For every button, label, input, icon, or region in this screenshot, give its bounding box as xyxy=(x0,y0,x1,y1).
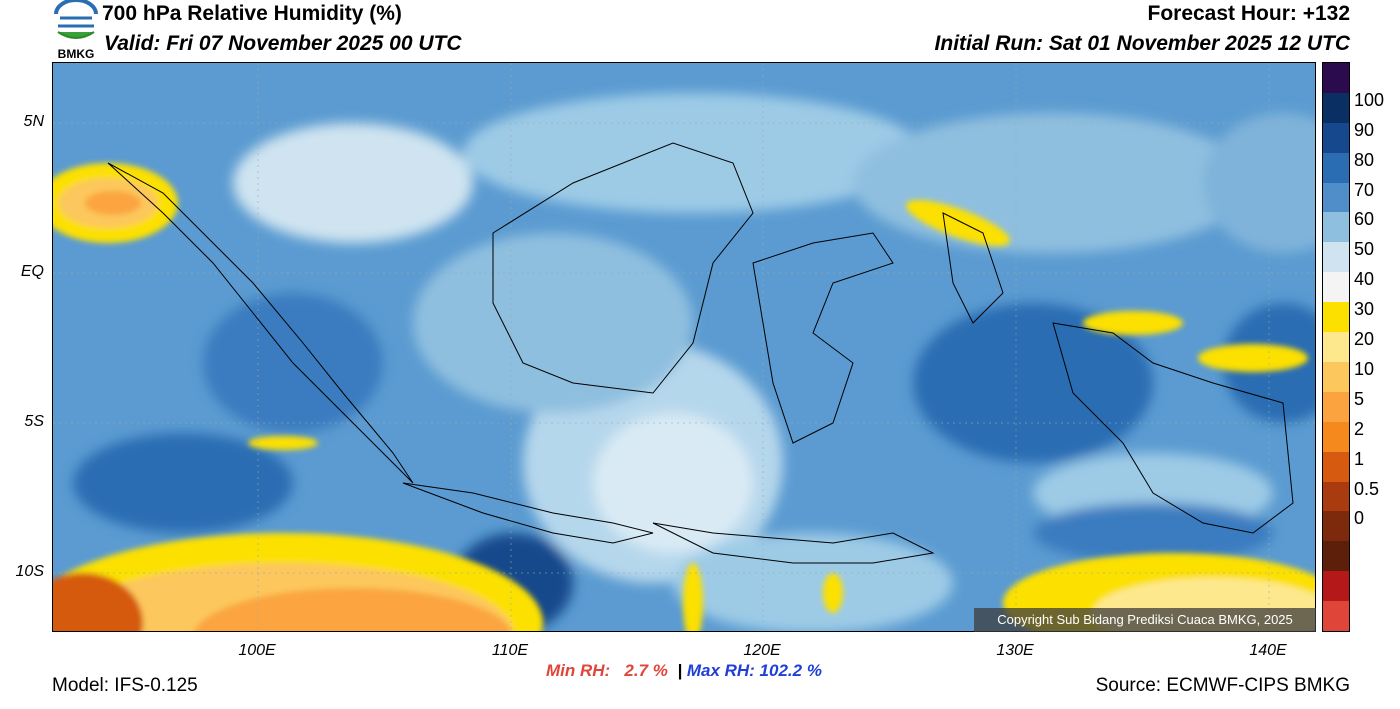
lat-label: 10S xyxy=(15,563,44,580)
lon-label: 140E xyxy=(1249,642,1287,659)
colorbar-segment xyxy=(1323,122,1349,154)
halmahera-coastline xyxy=(942,212,1004,324)
colorbar-segment xyxy=(1323,601,1349,632)
rh-dry-area xyxy=(1083,311,1183,335)
rh-dark-area xyxy=(1033,503,1273,563)
colorbar-segment xyxy=(1323,481,1349,512)
max-rh-label: Max RH: 102.2 % xyxy=(686,661,822,680)
rh-dry-area xyxy=(823,573,843,613)
rh-light-area xyxy=(413,233,693,413)
colorbar-segment xyxy=(1323,92,1349,124)
colorbar-segment xyxy=(1323,63,1349,94)
colorbar-label: 0.5 xyxy=(1354,478,1380,499)
rh-dry-area xyxy=(85,191,141,215)
rh-light-area xyxy=(233,123,473,243)
rh-dry-area xyxy=(683,563,703,631)
colorbar-segment xyxy=(1323,421,1349,453)
rh-light-area xyxy=(463,93,923,213)
colorbar-label: 5 xyxy=(1354,388,1365,409)
initial-run: Initial Run: Sat 01 November 2025 12 UTC xyxy=(934,32,1350,55)
colorbar-segment xyxy=(1323,332,1349,363)
colorbar-label: 50 xyxy=(1354,239,1375,260)
colorbar-label: 60 xyxy=(1354,209,1375,230)
valid-time: Valid: Fri 07 November 2025 00 UTC xyxy=(104,32,462,55)
new-guinea-coastline xyxy=(1052,322,1294,534)
colorbar-segment xyxy=(1323,302,1349,333)
rh-light-area xyxy=(853,113,1253,253)
colorbar-segment xyxy=(1323,272,1349,303)
lon-label: 100E xyxy=(238,642,276,659)
colorbar-segment xyxy=(1323,212,1349,243)
colorbar-label: 2 xyxy=(1354,418,1365,439)
borneo-coastline xyxy=(492,142,754,394)
rh-dark-area xyxy=(73,433,293,533)
colorbar-segment xyxy=(1323,152,1349,184)
colorbar-segment xyxy=(1323,451,1349,483)
colorbar-label: 30 xyxy=(1354,299,1375,320)
copyright-notice: Copyright Sub Bidang Prediksi Cuaca BMKG… xyxy=(974,608,1316,632)
min-rh-value: 2.7 % xyxy=(610,661,668,680)
colorbar-segment xyxy=(1323,571,1349,602)
colorbar-segment xyxy=(1323,541,1349,572)
lon-label: 130E xyxy=(996,642,1034,659)
rh-dry-area xyxy=(248,436,318,450)
rh-stats: Min RH: 2.7 % | Max RH: 102.2 % xyxy=(546,661,822,681)
graticule xyxy=(53,63,1315,631)
colorbar-segment xyxy=(1323,361,1349,393)
coastlines xyxy=(107,142,1294,564)
rh-light-area xyxy=(673,533,953,631)
rh-dry-area xyxy=(53,573,143,631)
colorbar-label: 90 xyxy=(1354,119,1375,140)
rh-dry-area xyxy=(194,588,512,631)
colorbar-label: 40 xyxy=(1354,269,1375,290)
colorbar-label: 70 xyxy=(1354,179,1375,200)
colorbar-label: 80 xyxy=(1354,149,1375,170)
lesser-sunda-coastline xyxy=(652,522,935,564)
lat-label: 5S xyxy=(24,413,44,430)
colorbar xyxy=(1322,62,1350,632)
min-rh-label: Min RH: xyxy=(546,661,611,680)
lon-label: 110E xyxy=(491,642,529,659)
lon-label: 120E xyxy=(743,642,781,659)
bmkg-logo: BMKG xyxy=(52,0,100,62)
rh-light-area xyxy=(593,413,753,553)
humidity-map[interactable] xyxy=(52,62,1316,632)
separator-glyph: | xyxy=(677,661,683,680)
colorbar-label: 20 xyxy=(1354,329,1375,350)
colorbar-segment xyxy=(1323,242,1349,273)
sumatra-coastline xyxy=(107,162,414,484)
lat-label: 5N xyxy=(23,113,44,130)
map-title: 700 hPa Relative Humidity (%) xyxy=(102,2,402,25)
forecast-hour: Forecast Hour: +132 xyxy=(1147,2,1351,25)
humidity-map-svg xyxy=(53,63,1315,631)
rh-dry-area xyxy=(1198,344,1308,372)
lat-label: EQ xyxy=(20,263,44,280)
colorbar-label: 1 xyxy=(1354,448,1365,469)
colorbar-segment xyxy=(1323,391,1349,423)
java-coastline xyxy=(402,482,654,544)
model-name: Model: IFS-0.125 xyxy=(52,675,198,696)
stats-separator: | xyxy=(668,661,687,680)
rh-light-area xyxy=(1203,113,1315,253)
colorbar-label: 10 xyxy=(1354,358,1375,379)
colorbar-segment xyxy=(1323,511,1349,542)
colorbar-segment xyxy=(1323,182,1349,213)
sulawesi-coastline xyxy=(752,232,894,444)
colorbar-label: 100 xyxy=(1354,89,1385,110)
data-source: Source: ECMWF-CIPS BMKG xyxy=(1095,675,1350,696)
min-rh-number: 2.7 % xyxy=(624,661,668,680)
logo-text: BMKG xyxy=(58,47,95,61)
colorbar-label: 0 xyxy=(1354,508,1365,529)
